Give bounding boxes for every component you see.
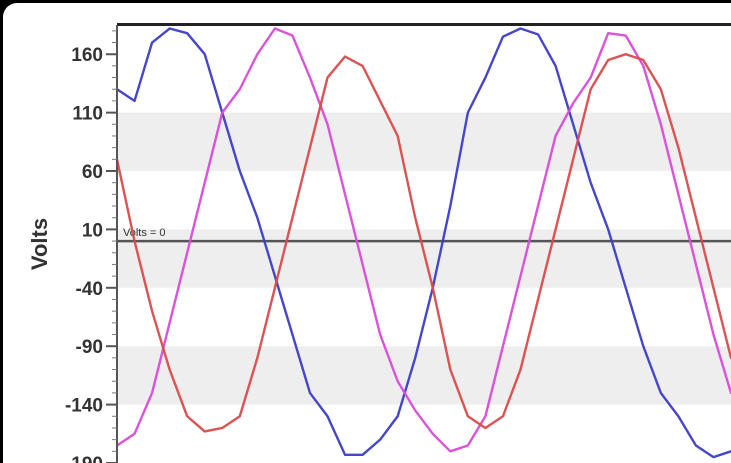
y-tick-label: -190 (65, 454, 103, 463)
y-axis: 160 110 60 10 -40 -90 -140 -190 (65, 25, 118, 463)
y-tick-label: -90 (76, 337, 103, 358)
y-tick-label: 10 (82, 220, 103, 241)
y-tick-label: -40 (76, 279, 103, 300)
voltage-chart: Volts = 0 160 110 60 10 -40 -90 -140 -190 Volts (27, 23, 731, 463)
series-line-1 (115, 27, 731, 459)
y-tick-label: 60 (82, 162, 103, 183)
y-tick-label: -140 (65, 396, 103, 417)
series-group (115, 27, 731, 459)
y-tick-label: 160 (71, 45, 103, 66)
y-axis-label: Volts (27, 218, 52, 270)
chart-frame: Volts = 0 160 110 60 10 -40 -90 -140 -190 Volts (3, 3, 731, 463)
grid-band (117, 346, 731, 405)
y-tick-label: 110 (72, 104, 103, 125)
grid-band (117, 229, 731, 288)
series-line-3 (115, 53, 731, 433)
zero-reference-label: Volts = 0 (123, 227, 166, 239)
series-line-2 (115, 27, 731, 453)
plot-top-border (117, 23, 731, 26)
grid-bands (117, 23, 731, 463)
